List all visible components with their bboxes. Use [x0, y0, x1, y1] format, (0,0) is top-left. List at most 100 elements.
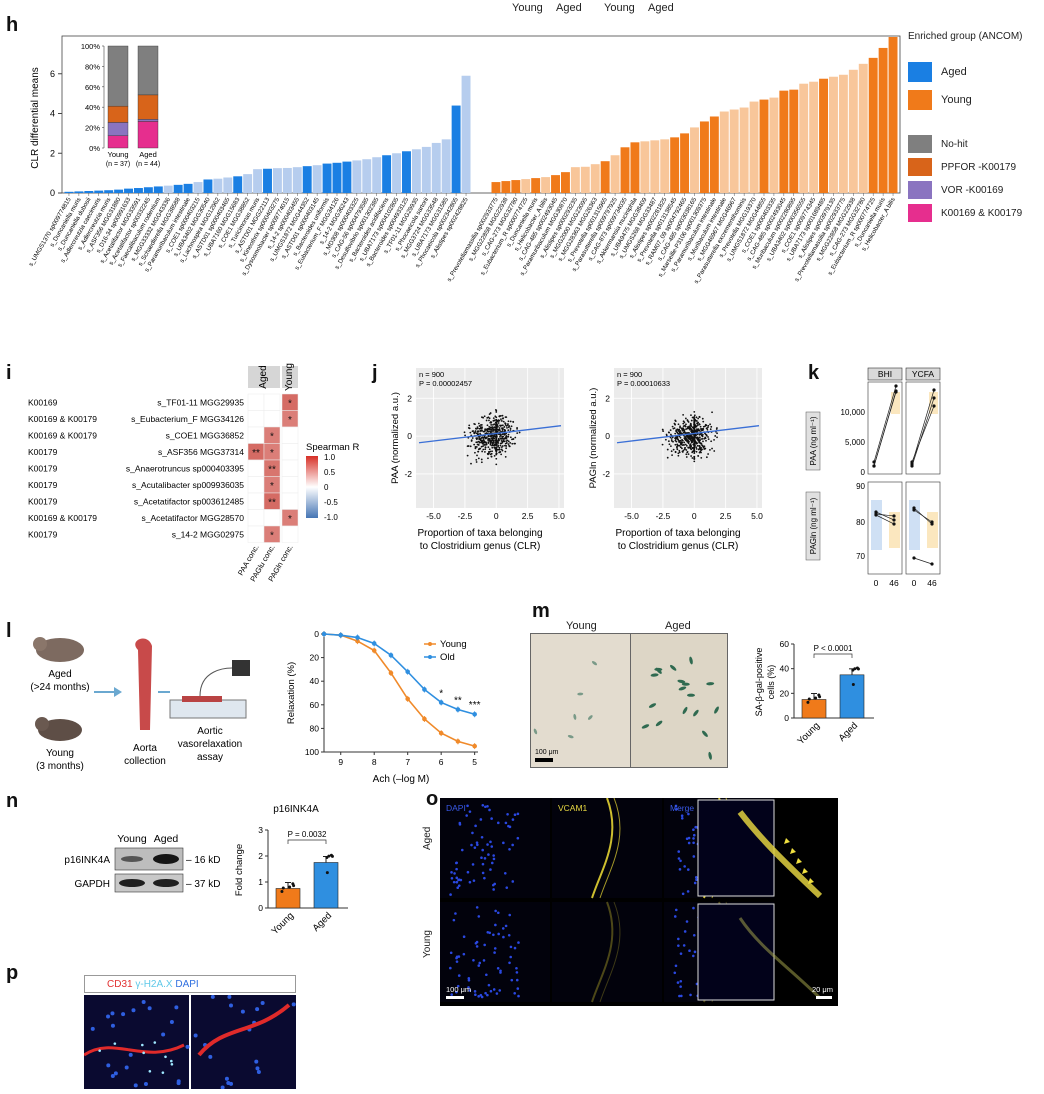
xtick-label: Aged	[837, 720, 860, 743]
nucleus	[449, 951, 453, 955]
stain-spot	[577, 692, 584, 696]
scatter-point	[686, 420, 689, 422]
nucleus	[685, 920, 689, 923]
left-label-i: K00169 & K00179	[28, 513, 97, 523]
nucleus	[474, 993, 477, 996]
facet-header	[867, 367, 903, 381]
ylabel-box-top	[805, 411, 821, 471]
scatter-point	[501, 429, 504, 431]
legend-swatch-young	[908, 90, 932, 110]
scatter-point	[470, 462, 472, 465]
scatter-point	[709, 428, 712, 431]
scatter-point	[705, 427, 708, 430]
schem-aorta: Aorta	[133, 743, 157, 754]
xtick-label: Aged	[311, 910, 334, 933]
legend-label-young: Young	[941, 94, 972, 106]
nucleus	[676, 981, 680, 984]
scatter-point	[509, 420, 512, 423]
point	[930, 520, 934, 524]
scatter-point	[501, 449, 504, 452]
scatter-point	[495, 449, 498, 452]
scatter-point	[698, 436, 701, 439]
scatter-point	[666, 456, 669, 459]
scatter-point	[689, 424, 692, 427]
ytick-j: 2	[605, 393, 610, 403]
nucleus	[692, 837, 695, 840]
heat-cell	[247, 525, 265, 543]
nucleus	[455, 880, 459, 884]
scatter-point	[505, 442, 508, 444]
ylabel-m-line2: cells (%)	[766, 665, 776, 700]
pair-line	[913, 557, 933, 565]
nucleus	[686, 890, 690, 893]
nucleus	[455, 990, 458, 994]
nucleus	[487, 853, 490, 856]
nucleus	[472, 958, 475, 962]
stain-spot	[677, 679, 686, 684]
tile-divider	[189, 995, 191, 1089]
bar-aged	[104, 190, 114, 193]
scatter-point	[690, 414, 692, 416]
inset-ytick: 20%	[85, 124, 100, 133]
bar-young	[670, 137, 680, 193]
bar-young	[759, 99, 769, 193]
scatter-point	[695, 450, 698, 453]
stat-p: P = 0.00002457	[419, 379, 472, 388]
nucleus	[161, 1032, 166, 1037]
scatter-point	[474, 451, 476, 454]
nucleus	[474, 942, 478, 945]
stain-spot	[686, 693, 695, 697]
nucleus	[689, 993, 692, 997]
xtick-j: -5.0	[624, 511, 639, 521]
scatter-point	[707, 424, 710, 427]
nucleus	[508, 847, 511, 851]
nucleus	[141, 999, 146, 1004]
xtick-j: 0	[494, 511, 499, 521]
nucleus	[454, 912, 457, 915]
nucleus	[493, 882, 497, 886]
scatter-point	[667, 431, 670, 434]
nucleus	[468, 810, 472, 813]
micrograph-aged-image	[641, 656, 719, 760]
nucleus	[480, 835, 484, 839]
data-dot	[327, 854, 331, 858]
scatter-point	[707, 438, 710, 440]
bar-young	[749, 101, 759, 193]
scatter-point	[495, 442, 498, 445]
scatter-point	[502, 420, 505, 423]
scatter-point	[494, 408, 497, 411]
ytick-label-l: 60	[310, 700, 320, 710]
nucleus	[509, 955, 513, 959]
xtick-j: 2.5	[720, 511, 732, 521]
bar-young	[809, 81, 819, 193]
arrowhead	[808, 878, 814, 884]
schem-assay: assay	[197, 752, 223, 763]
nucleus	[475, 906, 479, 909]
scatter-point	[693, 436, 696, 439]
point-old	[321, 631, 327, 637]
sig-star: *	[288, 415, 292, 426]
nucleus	[466, 804, 469, 808]
scatter-point	[500, 434, 502, 436]
box-top	[929, 392, 938, 414]
point-old	[355, 635, 360, 640]
left-label-i: K00169 & K00179	[28, 414, 97, 424]
h2ax-focus	[148, 1069, 152, 1073]
ytick-k-top: 5,000	[845, 438, 866, 447]
nucleus	[685, 837, 689, 841]
data-dot	[292, 884, 296, 888]
stain-spot	[648, 703, 657, 708]
nucleus	[228, 1003, 233, 1008]
scatter-point	[485, 443, 488, 446]
scatter-point	[493, 419, 496, 422]
nucleus	[254, 1059, 259, 1064]
scatter-point	[477, 422, 480, 425]
scatter-point	[710, 425, 713, 428]
scatter-point	[690, 445, 693, 447]
nucleus	[516, 812, 520, 816]
nucleus	[490, 861, 494, 865]
scatter-point	[709, 423, 711, 426]
nucleus	[494, 909, 497, 913]
scatter-point	[671, 425, 674, 428]
assay-wire	[199, 667, 233, 697]
